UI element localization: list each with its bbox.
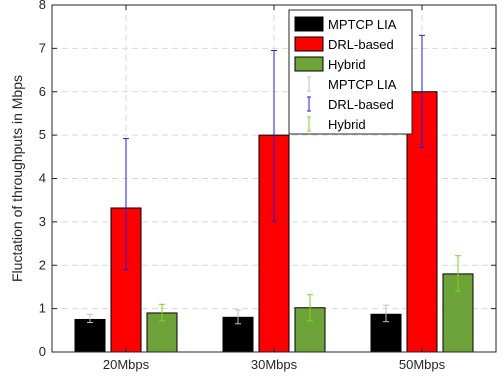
legend-bar-swatch (294, 36, 324, 52)
legend-bar-swatch (294, 16, 324, 32)
x-axis-ticks: 20Mbps 30Mbps 50Mbps (103, 5, 446, 372)
legend-label: DRL-based (328, 37, 394, 52)
legend-label: Hybrid (328, 57, 366, 72)
y-tick-label: 2 (39, 257, 46, 272)
y-tick-label: 8 (39, 0, 46, 12)
y-tick-label: 3 (39, 214, 46, 229)
y-tick-label: 0 (39, 344, 46, 359)
y-tick-label: 6 (39, 84, 46, 99)
bar (74, 318, 106, 353)
y-axis-ticks: 0 1 2 3 4 5 6 7 8 (39, 0, 496, 359)
x-tick-label: 30Mbps (251, 357, 298, 372)
x-tick-label: 50Mbps (399, 357, 446, 372)
y-tick-label: 5 (39, 127, 46, 142)
error-bars (87, 34, 461, 325)
y-axis-title: Fluctation of throughputs in Mbps (9, 75, 25, 282)
y-tick-label: 7 (39, 40, 46, 55)
legend-label: Hybrid (328, 117, 366, 132)
legend-label: DRL-based (328, 97, 394, 112)
legend-bar-swatch (294, 56, 324, 72)
legend-label: MPTCP LIA (328, 77, 397, 92)
y-tick-label: 4 (39, 171, 46, 186)
legend: MPTCP LIA DRL-based Hybrid MPTCP LIA DRL-bas… (288, 9, 413, 135)
x-tick-label: 20Mbps (103, 357, 150, 372)
y-tick-label: 1 (39, 301, 46, 316)
legend-label: MPTCP LIA (328, 17, 397, 32)
